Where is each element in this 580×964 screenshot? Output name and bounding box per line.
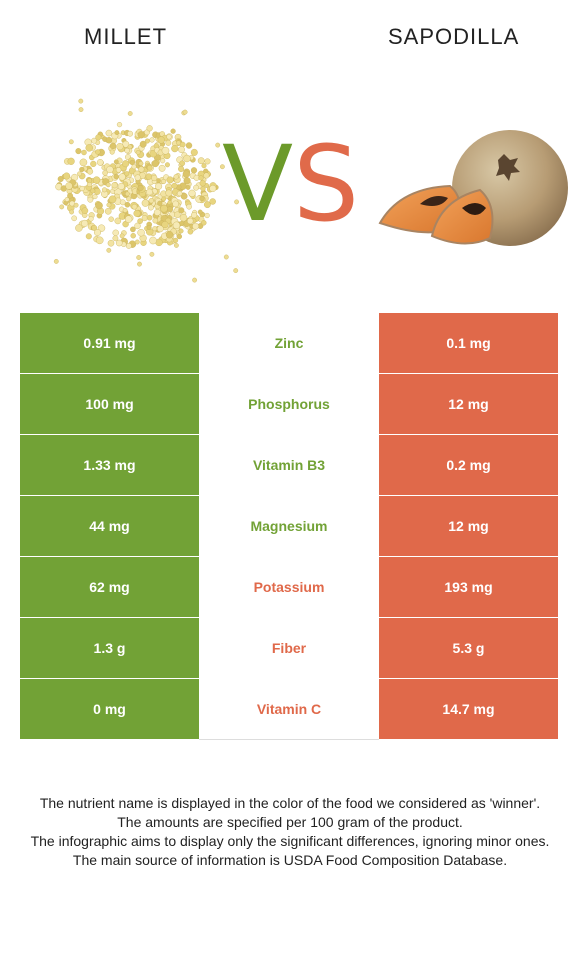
nutrient-name: Magnesium	[199, 495, 379, 557]
footer-line-1: The nutrient name is displayed in the co…	[39, 795, 541, 811]
left-value: 62 mg	[20, 556, 199, 618]
left-value: 0.91 mg	[20, 313, 199, 374]
nutrient-name: Zinc	[199, 313, 379, 374]
footer-line-4: The main source of information is USDA F…	[72, 852, 508, 868]
nutrient-name: Vitamin C	[199, 678, 379, 740]
nutrient-row: 1.3 g Fiber 5.3 g	[20, 617, 558, 679]
nutrient-row: 44 mg Magnesium 12 mg	[20, 495, 558, 557]
left-value: 1.33 mg	[20, 434, 199, 496]
right-value: 5.3 g	[379, 617, 558, 679]
vs-s-letter: S	[293, 123, 360, 245]
sapodilla-image	[378, 130, 568, 246]
left-value: 44 mg	[20, 495, 199, 557]
footer-notes: The nutrient name is displayed in the co…	[20, 794, 560, 870]
footer-line-2: The amounts are specified per 100 gram o…	[117, 814, 463, 830]
right-value: 14.7 mg	[379, 678, 558, 740]
left-food-title: MILLET	[84, 24, 168, 49]
left-value: 100 mg	[20, 373, 199, 435]
footer-line-3: The infographic aims to display only the…	[30, 833, 550, 849]
left-value: 0 mg	[20, 678, 199, 740]
nutrient-name: Vitamin B3	[199, 434, 379, 496]
nutrient-row: 100 mg Phosphorus 12 mg	[20, 373, 558, 435]
nutrient-row: 62 mg Potassium 193 mg	[20, 556, 558, 618]
right-value: 0.2 mg	[379, 434, 558, 496]
millet-image	[53, 98, 240, 283]
nutrient-name: Fiber	[199, 617, 379, 679]
nutrient-row: 0.91 mg Zinc 0.1 mg	[20, 313, 558, 374]
left-value: 1.3 g	[20, 617, 199, 679]
right-value: 0.1 mg	[379, 313, 558, 374]
right-value: 12 mg	[379, 373, 558, 435]
vs-label: VS	[222, 132, 359, 236]
nutrient-row: 1.33 mg Vitamin B3 0.2 mg	[20, 434, 558, 496]
nutrient-row: 0 mg Vitamin C 14.7 mg	[20, 678, 558, 740]
right-value: 193 mg	[379, 556, 558, 618]
comparison-table: 0.91 mg Zinc 0.1 mg 100 mg Phosphorus 12 mg 1.…	[20, 313, 558, 740]
nutrient-name: Potassium	[199, 556, 379, 618]
nutrient-name: Phosphorus	[199, 373, 379, 435]
right-value: 12 mg	[379, 495, 558, 557]
vs-v-letter: V	[222, 123, 294, 245]
right-food-title: SAPODILLA	[388, 24, 520, 49]
